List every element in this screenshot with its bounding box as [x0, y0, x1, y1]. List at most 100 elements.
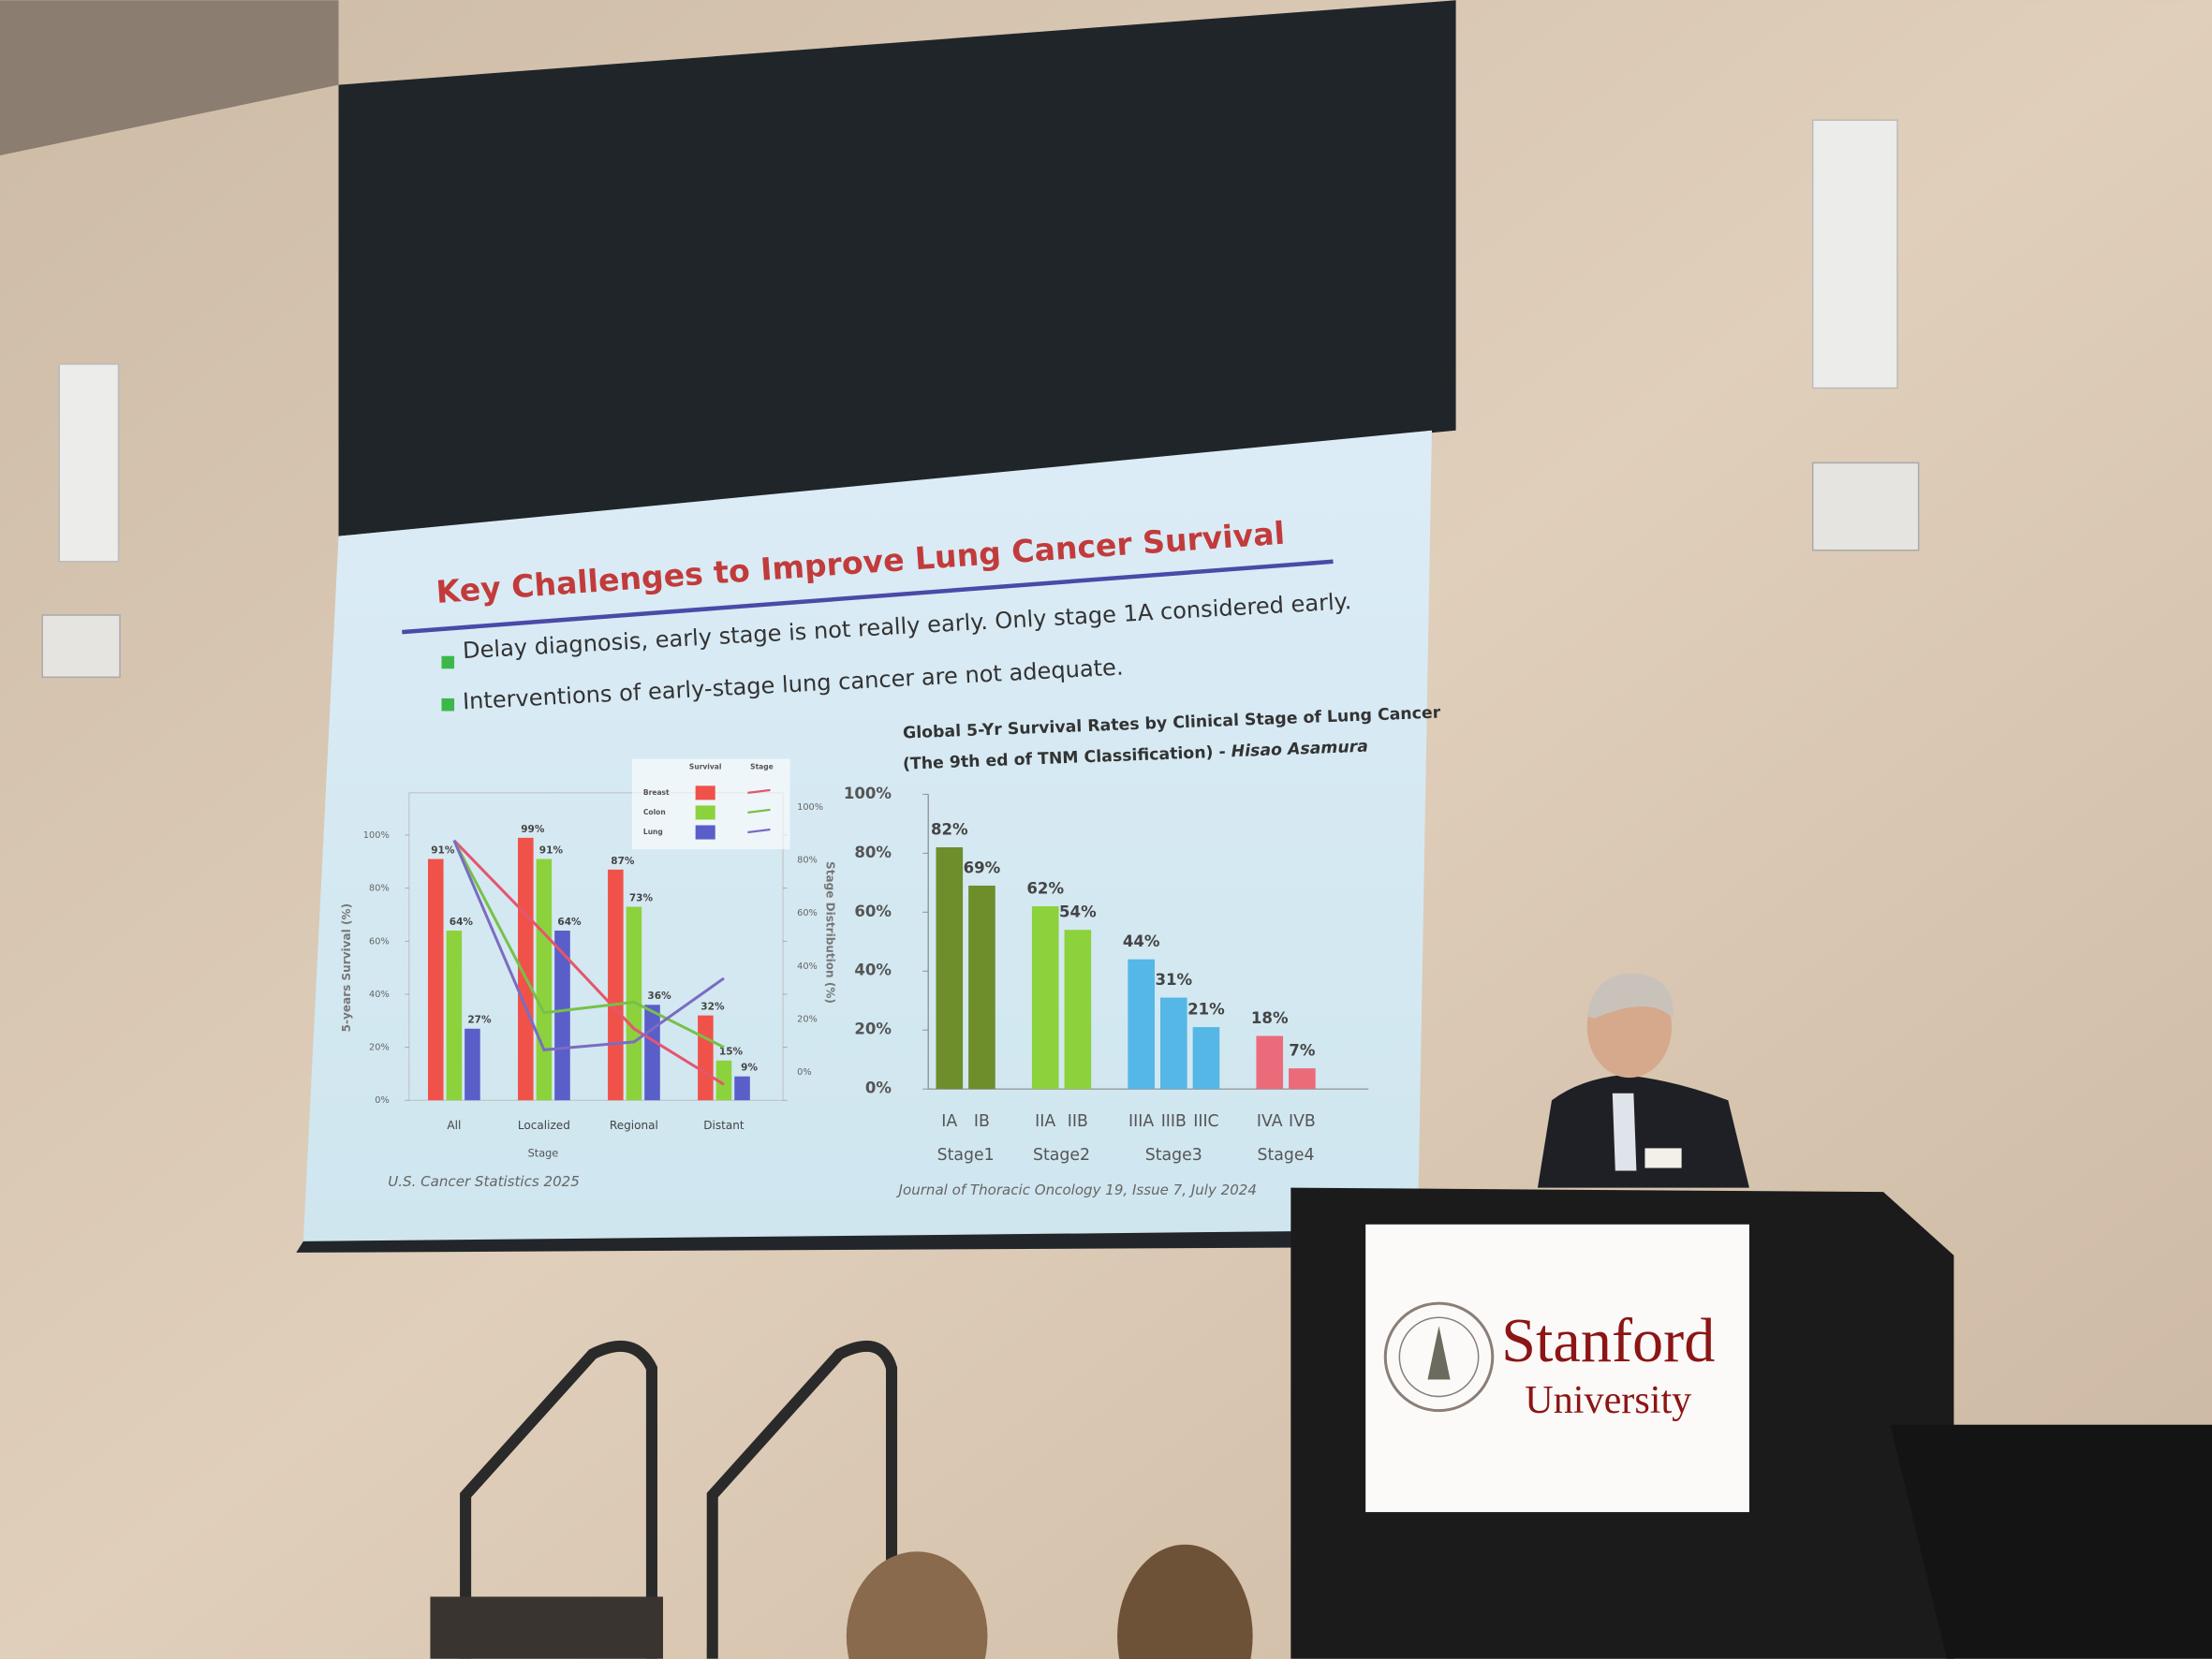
value-label: 44%	[1123, 932, 1160, 950]
bar	[734, 1076, 750, 1101]
x-tick-label: IVB	[1289, 1112, 1316, 1131]
y-tick-label: 0%	[865, 1079, 892, 1097]
y-tick-label: 20%	[369, 1043, 390, 1053]
ceiling	[0, 0, 339, 155]
bar	[715, 1060, 732, 1101]
value-label: 9%	[741, 1063, 758, 1074]
bar	[1031, 905, 1059, 1090]
value-label: 32%	[700, 1002, 725, 1013]
value-label: 15%	[719, 1047, 744, 1058]
x-tick-label: IA	[941, 1112, 957, 1131]
bar	[1064, 930, 1092, 1090]
x-tick-label: IIB	[1068, 1112, 1088, 1131]
name-badge	[1644, 1148, 1682, 1168]
bar	[968, 885, 995, 1090]
value-label: 73%	[629, 892, 654, 903]
shirt	[1612, 1093, 1637, 1171]
bar	[608, 869, 624, 1101]
value-label: 62%	[1026, 879, 1064, 897]
y-tick-label: 80%	[369, 884, 390, 894]
y2-tick-label: 20%	[797, 1014, 818, 1024]
bar	[698, 1015, 714, 1101]
speaker	[1811, 119, 1898, 389]
hair	[1586, 973, 1674, 1019]
y-tick-label: 40%	[854, 962, 892, 979]
bar	[536, 859, 553, 1101]
x-tick-label: Regional	[610, 1119, 658, 1132]
railing	[460, 1340, 657, 1659]
bar	[446, 930, 463, 1101]
value-label: 31%	[1155, 971, 1192, 989]
chart-stage-survival: 0% 20% 40% 60% 80% 100% 0% 20% 40% 60% 80% 100% 5-ye…	[340, 758, 836, 1190]
bar	[644, 1005, 660, 1101]
y-tick-label: 20%	[854, 1020, 892, 1038]
bar	[554, 930, 570, 1101]
legend-swatch	[695, 825, 715, 840]
x-tick-label: Localized	[518, 1119, 570, 1132]
audience-head	[846, 1551, 988, 1659]
y-tick-label: 0%	[375, 1095, 390, 1106]
y-tick-label: 60%	[854, 903, 892, 920]
legend-label: Breast	[643, 788, 670, 797]
value-label: 7%	[1289, 1042, 1316, 1060]
sign-name: Stanford	[1501, 1307, 1715, 1375]
y2-tick-label: 40%	[797, 962, 818, 972]
legend-swatch	[695, 805, 715, 820]
x-tick-label: IIIA	[1128, 1112, 1154, 1131]
table	[1890, 1424, 2212, 1659]
value-label: 36%	[647, 991, 671, 1002]
y2-tick-label: 80%	[797, 856, 818, 866]
x-tick-label: IB	[974, 1112, 990, 1131]
seal	[1383, 1301, 1495, 1413]
stage-line	[452, 840, 725, 1052]
legend-line	[747, 828, 771, 834]
group-label: Stage1	[937, 1146, 995, 1165]
title-rule	[402, 559, 1334, 635]
legend-header: Survival	[689, 763, 721, 771]
y-tick-label: 100%	[363, 830, 390, 841]
legend-line	[747, 808, 771, 815]
x-tick-label: IIA	[1035, 1112, 1055, 1131]
x-tick-label: All	[447, 1119, 461, 1132]
value-label: 99%	[521, 824, 545, 835]
value-label: 82%	[931, 820, 968, 838]
x-tick-label: IVA	[1257, 1112, 1283, 1131]
y2-axis-label: Stage Distribution (%)	[823, 861, 836, 1004]
value-label: 18%	[1251, 1009, 1289, 1027]
y2-tick-label: 60%	[797, 908, 818, 918]
railing	[706, 1340, 898, 1659]
screen-bottom	[296, 1229, 1418, 1253]
legend-label: Lung	[643, 828, 663, 836]
screen	[338, 0, 1456, 536]
seal	[1398, 1316, 1480, 1398]
bar	[1159, 997, 1187, 1090]
bar	[1128, 959, 1155, 1090]
speaker	[41, 614, 121, 679]
value-label: 64%	[557, 917, 582, 928]
legend-swatch	[695, 785, 715, 800]
y-tick-label: 60%	[369, 936, 390, 947]
bullet-icon	[441, 655, 455, 669]
speaker-person	[1537, 1075, 1749, 1188]
value-label: 91%	[539, 844, 564, 856]
x-tick-label: IIIB	[1161, 1112, 1187, 1131]
y-tick-label: 40%	[369, 990, 390, 1000]
value-label: 21%	[1187, 1000, 1225, 1018]
group-label: Stage4	[1258, 1146, 1315, 1165]
bar	[518, 837, 534, 1101]
podium-sign	[1365, 1224, 1749, 1513]
speaker	[58, 363, 120, 563]
value-label: 64%	[450, 917, 474, 928]
bar	[427, 859, 444, 1101]
y-tick-label: 100%	[844, 785, 892, 802]
speaker	[1811, 462, 1920, 551]
value-label: 87%	[611, 856, 635, 867]
x-tick-label: Distant	[703, 1119, 745, 1132]
bar	[1256, 1035, 1284, 1090]
y2-tick-label: 100%	[797, 802, 823, 813]
y-axis-label: 5-years Survival (%)	[340, 903, 353, 1032]
y-tick-label: 80%	[854, 844, 892, 861]
stage-line	[452, 839, 725, 1049]
